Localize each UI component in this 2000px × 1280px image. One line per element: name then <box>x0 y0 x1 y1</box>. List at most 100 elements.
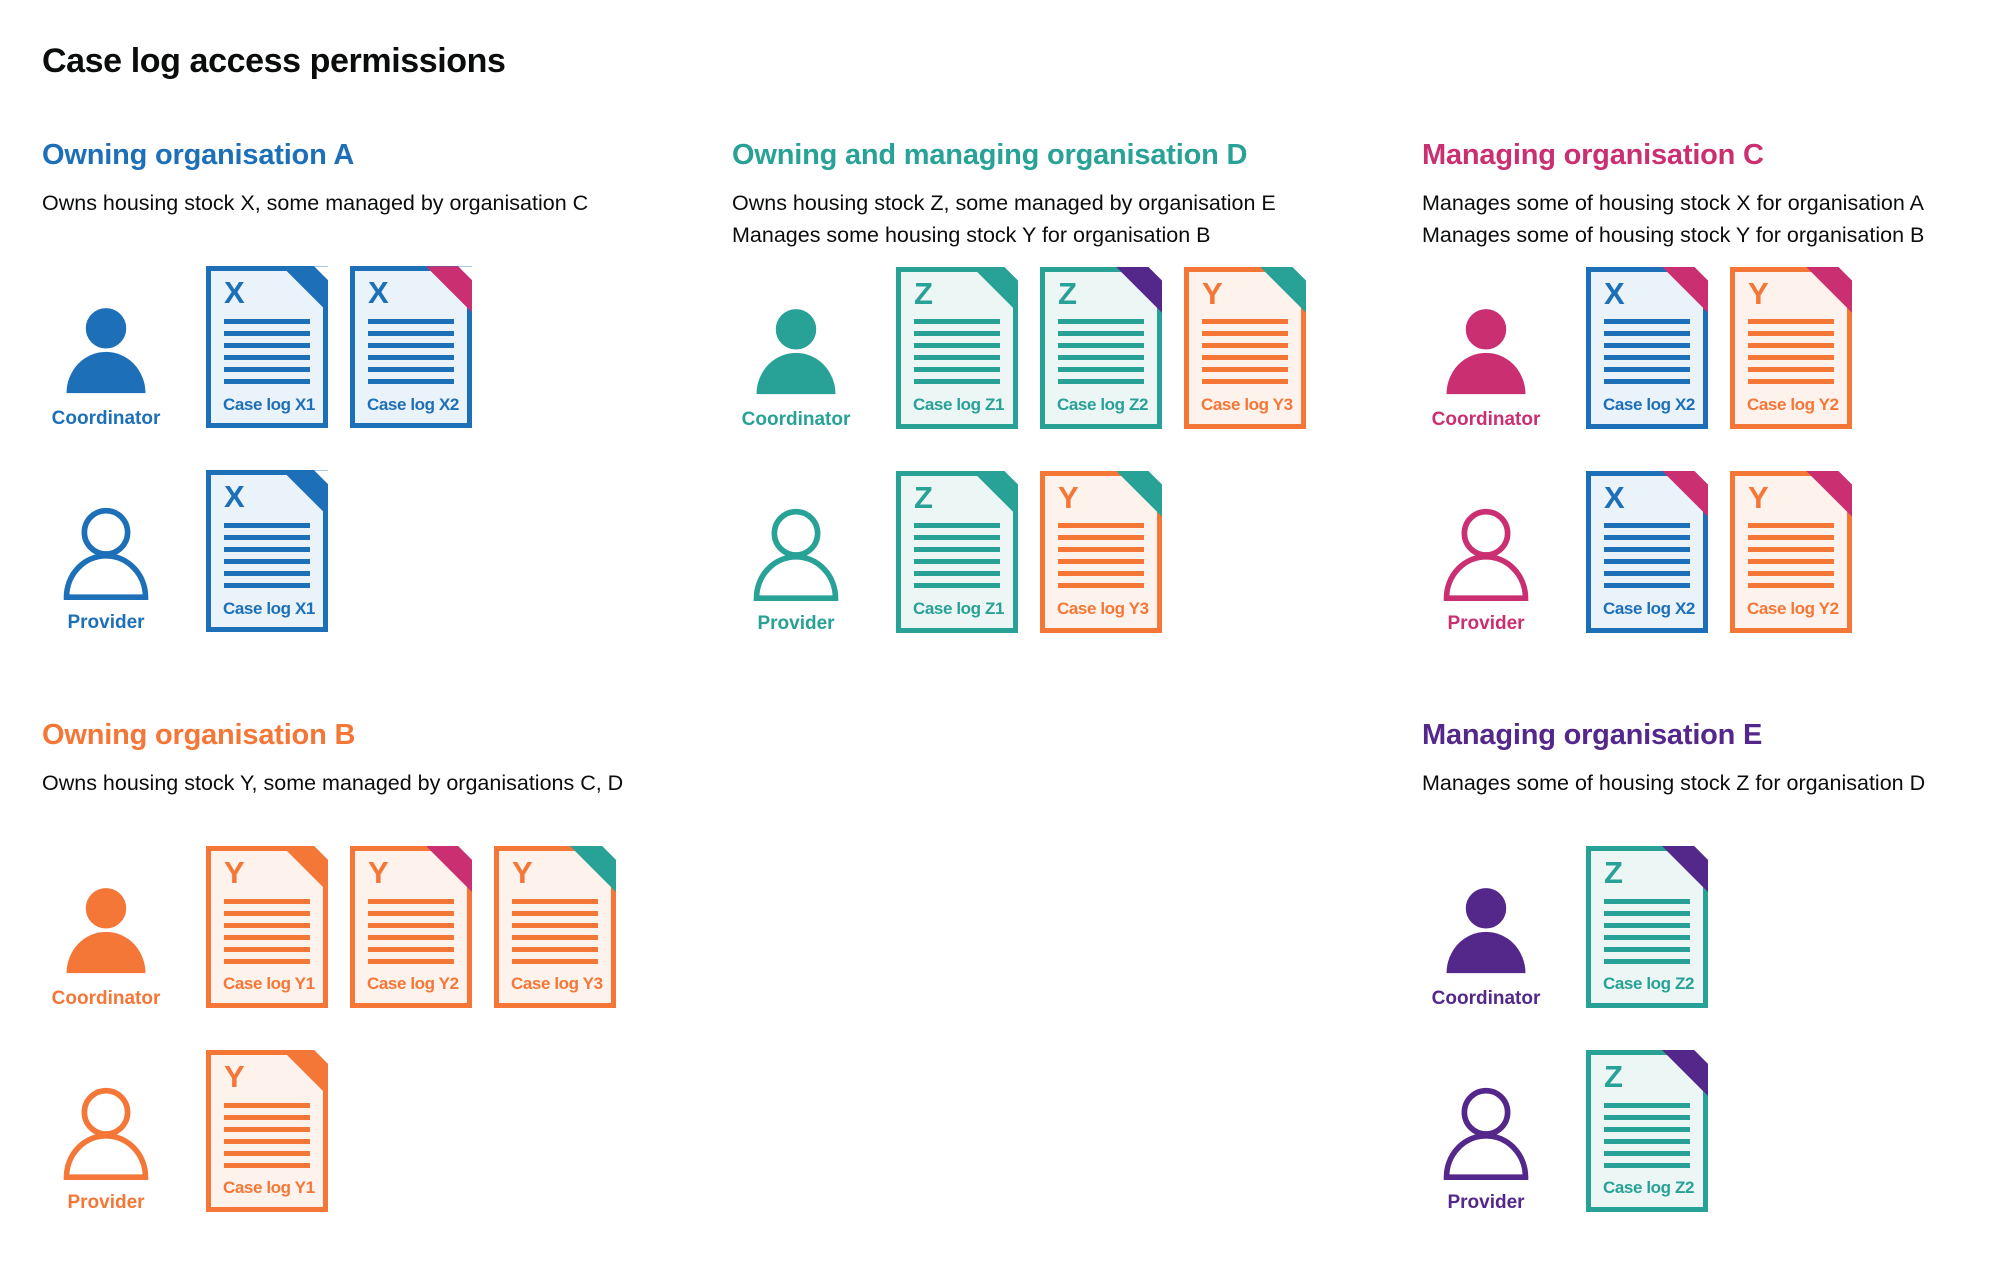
document-stock-letter: Y <box>224 855 245 891</box>
case-log-document: Y Case log Y3 <box>1040 470 1162 633</box>
role-row: Provider Z Case log Z2 <box>1422 1050 1958 1214</box>
document-label: Case log Y1 <box>223 974 315 994</box>
document-label: Case log Y2 <box>1747 598 1839 618</box>
document-text-lines-icon <box>512 898 598 971</box>
document-stock-letter: Y <box>368 855 389 891</box>
document-label: Case log Z2 <box>1603 1178 1695 1198</box>
person: Coordinator <box>732 267 860 429</box>
document-stock-letter: Y <box>224 1059 245 1095</box>
person: Coordinator <box>42 266 170 428</box>
person-filled-icon <box>66 885 146 974</box>
person: Coordinator <box>1422 846 1550 1008</box>
case-log-document: Z Case log Z2 <box>1586 846 1708 1009</box>
person-filled-icon <box>66 305 146 394</box>
document-text-lines-icon <box>1604 898 1690 971</box>
document-stock-letter: X <box>224 479 245 515</box>
document-stock-letter: Y <box>1058 479 1079 515</box>
document-label: Case log Y2 <box>367 974 459 994</box>
section-rows: Coordinator X Case log X2 Y Case log Y2 … <box>1422 266 1958 634</box>
document-text-lines-icon <box>1058 319 1144 391</box>
section-title: Owning and managing organisation D <box>732 139 1248 171</box>
document-text-lines-icon <box>224 318 310 391</box>
document-stock-letter: X <box>368 275 389 311</box>
person: Coordinator <box>1422 267 1550 429</box>
document-text-lines-icon <box>224 522 310 595</box>
person-filled-icon <box>756 305 836 394</box>
case-log-document: Y Case log Y3 <box>1184 266 1306 429</box>
document-text-lines-icon <box>1604 319 1690 391</box>
case-log-document: Y Case log Y2 <box>1730 266 1852 429</box>
document-label: Case log Y3 <box>1201 394 1293 414</box>
document-label: Case log Y3 <box>1057 598 1149 618</box>
document-text-lines-icon <box>368 318 454 391</box>
section-title: Owning organisation B <box>42 718 356 751</box>
document-label: Case log X1 <box>223 394 315 414</box>
case-log-document: Y Case log Y2 <box>1730 470 1852 633</box>
role-label: Coordinator <box>51 408 161 430</box>
case-log-document: Z Case log Z2 <box>1586 1050 1708 1213</box>
case-log-document: X Case log X2 <box>1586 266 1708 429</box>
role-label: Provider <box>67 1192 145 1214</box>
case-log-document: Y Case log Y3 <box>494 846 616 1009</box>
document-text-lines-icon <box>224 1102 310 1175</box>
section-description: Manages some of housing stock X for orga… <box>1422 191 1925 247</box>
person: Provider <box>42 470 170 632</box>
role-label: Provider <box>67 612 145 634</box>
role-label: Provider <box>1447 1192 1525 1214</box>
document-text-lines-icon <box>224 898 310 971</box>
case-log-document: Z Case log Z1 <box>896 266 1018 429</box>
person-outline-icon <box>753 508 839 601</box>
role-row: Coordinator X Case log X1 X Case log X2 <box>42 266 732 429</box>
role-row: Provider X Case log X1 <box>42 470 732 633</box>
section-description: Owns housing stock Z, some managed by or… <box>732 191 1276 247</box>
person: Provider <box>42 1050 170 1212</box>
document-text-lines-icon <box>1604 1102 1690 1175</box>
section-title: Managing organisation C <box>1422 139 1764 171</box>
document-stock-letter: Z <box>1058 275 1077 311</box>
page: Case log access permissions Owning organ… <box>42 42 1958 1214</box>
case-log-document: Z Case log Z1 <box>896 470 1018 633</box>
section-rows: Coordinator Z Case log Z2 Provider Z Cas… <box>1422 846 1958 1214</box>
document-stock-letter: X <box>224 275 245 311</box>
document-stock-letter: Y <box>512 855 533 891</box>
document-stock-letter: Y <box>1202 275 1223 311</box>
role-row: Provider X Case log X2 Y Case log Y2 <box>1422 470 1958 634</box>
person-filled-icon <box>1446 305 1526 394</box>
document-text-lines-icon <box>368 898 454 971</box>
document-label: Case log X2 <box>1603 394 1695 414</box>
role-row: Coordinator X Case log X2 Y Case log Y2 <box>1422 266 1958 429</box>
case-log-document: Z Case log Z2 <box>1040 266 1162 429</box>
case-log-document: Y Case log Y1 <box>206 1050 328 1213</box>
document-label: Case log X2 <box>367 394 459 414</box>
org-section: Owning organisation B Owns housing stock… <box>42 718 732 1213</box>
document-text-lines-icon <box>1058 523 1144 595</box>
document-stock-letter: Z <box>1604 855 1623 891</box>
case-log-document: Y Case log Y1 <box>206 846 328 1009</box>
sections-grid: Owning organisation A Owns housing stock… <box>42 139 1958 1214</box>
case-log-document: X Case log X1 <box>206 470 328 633</box>
document-label: Case log Y2 <box>1747 394 1839 414</box>
section-rows: Coordinator Z Case log Z1 Z Case log Z2 … <box>732 266 1422 633</box>
document-text-lines-icon <box>914 523 1000 595</box>
person-outline-icon <box>1443 508 1529 601</box>
document-text-lines-icon <box>1604 523 1690 595</box>
document-label: Case log Y1 <box>223 1178 315 1198</box>
document-label: Case log Z1 <box>913 598 1005 618</box>
section-title: Owning organisation A <box>42 139 355 171</box>
document-stock-letter: Y <box>1748 479 1769 515</box>
document-text-lines-icon <box>914 319 1000 391</box>
document-stock-letter: Z <box>1604 1059 1623 1095</box>
document-label: Case log X1 <box>223 598 315 618</box>
role-label: Coordinator <box>1431 988 1541 1010</box>
role-label: Provider <box>1447 612 1525 634</box>
section-title: Managing organisation E <box>1422 718 1763 751</box>
document-label: Case log Z1 <box>913 394 1005 414</box>
document-stock-letter: X <box>1604 479 1625 515</box>
person-outline-icon <box>63 1087 149 1181</box>
person: Provider <box>732 471 860 633</box>
person-filled-icon <box>1446 885 1526 974</box>
role-row: Coordinator Z Case log Z2 <box>1422 846 1958 1009</box>
role-label: Coordinator <box>1431 408 1541 430</box>
document-stock-letter: Z <box>914 275 933 311</box>
section-description: Manages some of housing stock Z for orga… <box>1422 771 1926 796</box>
